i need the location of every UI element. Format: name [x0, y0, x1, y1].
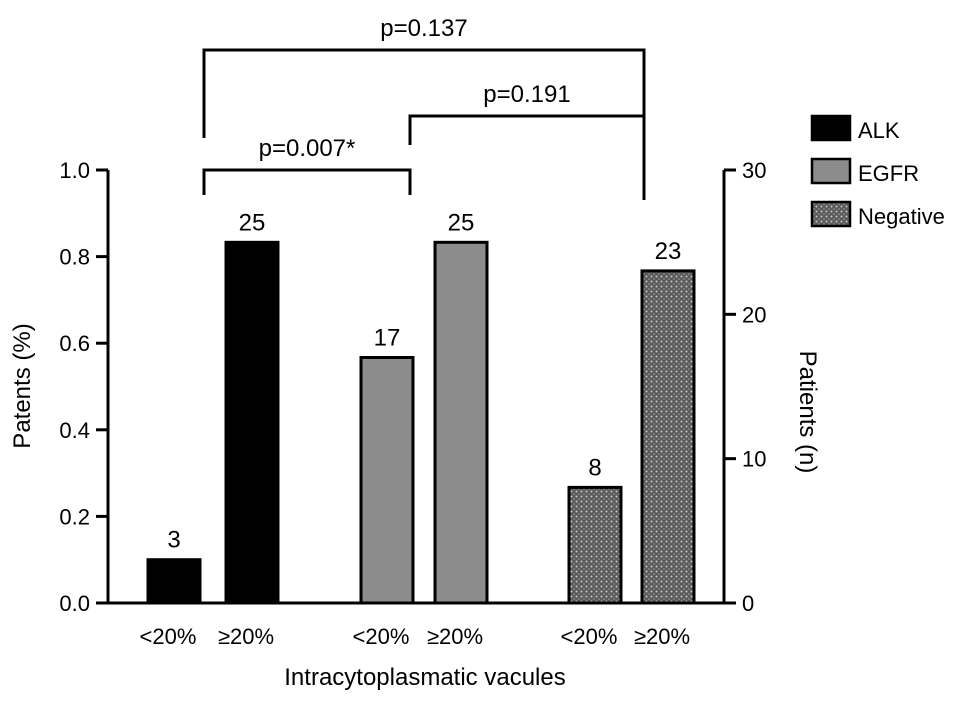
significance-bracket [202, 48, 646, 200]
axes [106, 170, 726, 605]
category-label: ≥20% [634, 624, 690, 649]
bar-value-labels: 3 25 17 25 8 23 [167, 209, 681, 553]
category-label: <20% [353, 624, 410, 649]
significance-bracket [202, 168, 412, 195]
left-y-tick-label: 0.8 [59, 245, 90, 270]
p-value-label: p=0.191 [483, 81, 570, 108]
left-y-axis-title: Patents (%) [9, 323, 36, 448]
bar-egfr-2 [359, 355, 415, 605]
bar-value-label: 25 [239, 209, 266, 236]
legend-swatch-negative [810, 200, 852, 228]
category-label: ≥20% [218, 624, 274, 649]
bar-value-label: 3 [167, 527, 180, 554]
left-y-tick-label: 0.0 [59, 591, 90, 616]
bar-alk-0 [146, 558, 202, 605]
left-y-tick-label: 1.0 [59, 158, 90, 183]
bar-value-label: 25 [448, 209, 475, 236]
right-y-tick-label: 0 [742, 591, 754, 616]
left-y-tick-label: 0.2 [59, 504, 90, 529]
legend-swatch-egfr [810, 157, 852, 185]
category-label: ≥20% [427, 624, 483, 649]
x-axis-title: Intracytoplasmatic vacules [284, 664, 565, 691]
significance-bracket [408, 114, 646, 200]
legend: ALK EGFR Negative [810, 114, 945, 229]
bar-value-label: 8 [588, 454, 601, 481]
significance-brackets: p=0.007* p=0.191 p=0.137 [202, 15, 646, 200]
category-labels: <20% ≥20% <20% ≥20% <20% ≥20% [140, 624, 691, 649]
category-label: <20% [140, 624, 197, 649]
legend-label-negative: Negative [858, 204, 945, 229]
p-value-label: p=0.137 [380, 15, 467, 42]
legend-swatch-alk [810, 114, 852, 142]
left-y-tick-label: 0.6 [59, 331, 90, 356]
left-y-ticks: 0.0 0.2 0.4 0.6 0.8 1.0 [59, 158, 108, 616]
bar-negative-4 [567, 485, 623, 605]
bars [146, 240, 696, 605]
bar-value-label: 17 [374, 324, 401, 351]
bar-negative-5 [640, 269, 696, 605]
left-y-tick-label: 0.4 [59, 418, 90, 443]
bar-alk-1 [224, 240, 280, 605]
right-y-ticks: 0 10 20 30 [724, 158, 766, 616]
legend-label-alk: ALK [858, 118, 900, 143]
legend-label-egfr: EGFR [858, 161, 919, 186]
right-y-tick-label: 30 [742, 158, 766, 183]
category-label: <20% [561, 624, 618, 649]
right-y-tick-label: 10 [742, 447, 766, 472]
p-value-label: p=0.007* [259, 135, 356, 162]
bar-value-label: 23 [655, 238, 682, 265]
bar-egfr-3 [433, 240, 489, 605]
right-y-tick-label: 20 [742, 302, 766, 327]
right-y-axis-title: Patients (n) [794, 351, 821, 474]
